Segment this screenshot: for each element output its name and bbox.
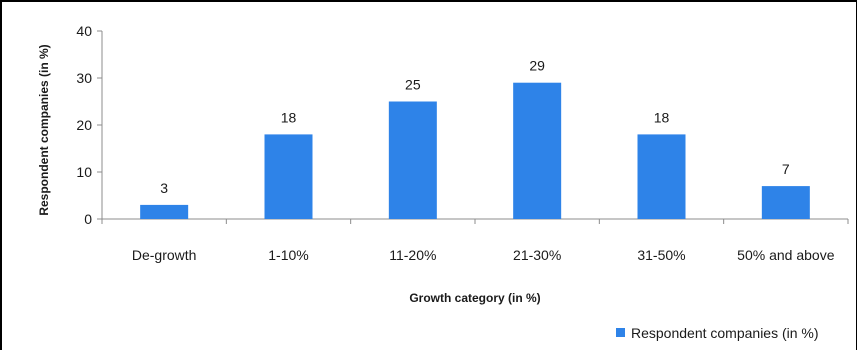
y-tick-label: 40	[76, 23, 92, 39]
bar-value-label: 18	[281, 109, 297, 125]
legend-label: Respondent companies (in %)	[631, 325, 819, 341]
bar	[388, 101, 437, 219]
bar-value-label: 29	[529, 58, 545, 74]
bar-chart: 0 10 20 30 40 3 18 25 29 18 7 De-growth 1-10% 11-20…	[37, 23, 849, 341]
x-axis-categories: De-growth 1-10% 11-20% 21-30% 31-50% 50% and …	[101, 219, 849, 263]
bar	[761, 186, 810, 219]
x-category-label: 1-10%	[268, 247, 308, 263]
y-tick-label: 30	[76, 70, 92, 86]
x-category-label: 11-20%	[389, 247, 436, 263]
bar	[140, 204, 189, 219]
bar-value-label: 7	[782, 161, 790, 177]
bar-value-label: 25	[405, 77, 421, 93]
x-category-label: 21-30%	[513, 247, 561, 263]
x-category-label: De-growth	[132, 247, 197, 263]
x-category-label: 31-50%	[637, 247, 685, 263]
bar-value-label: 3	[160, 180, 168, 196]
bars-group: 3 18 25 29 18 7	[140, 58, 810, 219]
y-axis-title: Respondent companies (in %)	[37, 44, 51, 215]
bar	[637, 134, 686, 219]
legend-swatch	[616, 328, 625, 337]
bar	[264, 134, 313, 219]
x-axis-title: Growth category (in %)	[409, 291, 540, 305]
y-tick-label: 20	[76, 117, 92, 133]
y-axis-ticks: 0 10 20 30 40	[76, 23, 102, 227]
legend: Respondent companies (in %)	[616, 325, 819, 341]
y-tick-label: 0	[84, 211, 92, 227]
y-tick-label: 10	[76, 164, 92, 180]
x-category-label: 50% and above	[737, 247, 835, 263]
bar-value-label: 18	[654, 109, 670, 125]
bar	[513, 82, 562, 219]
